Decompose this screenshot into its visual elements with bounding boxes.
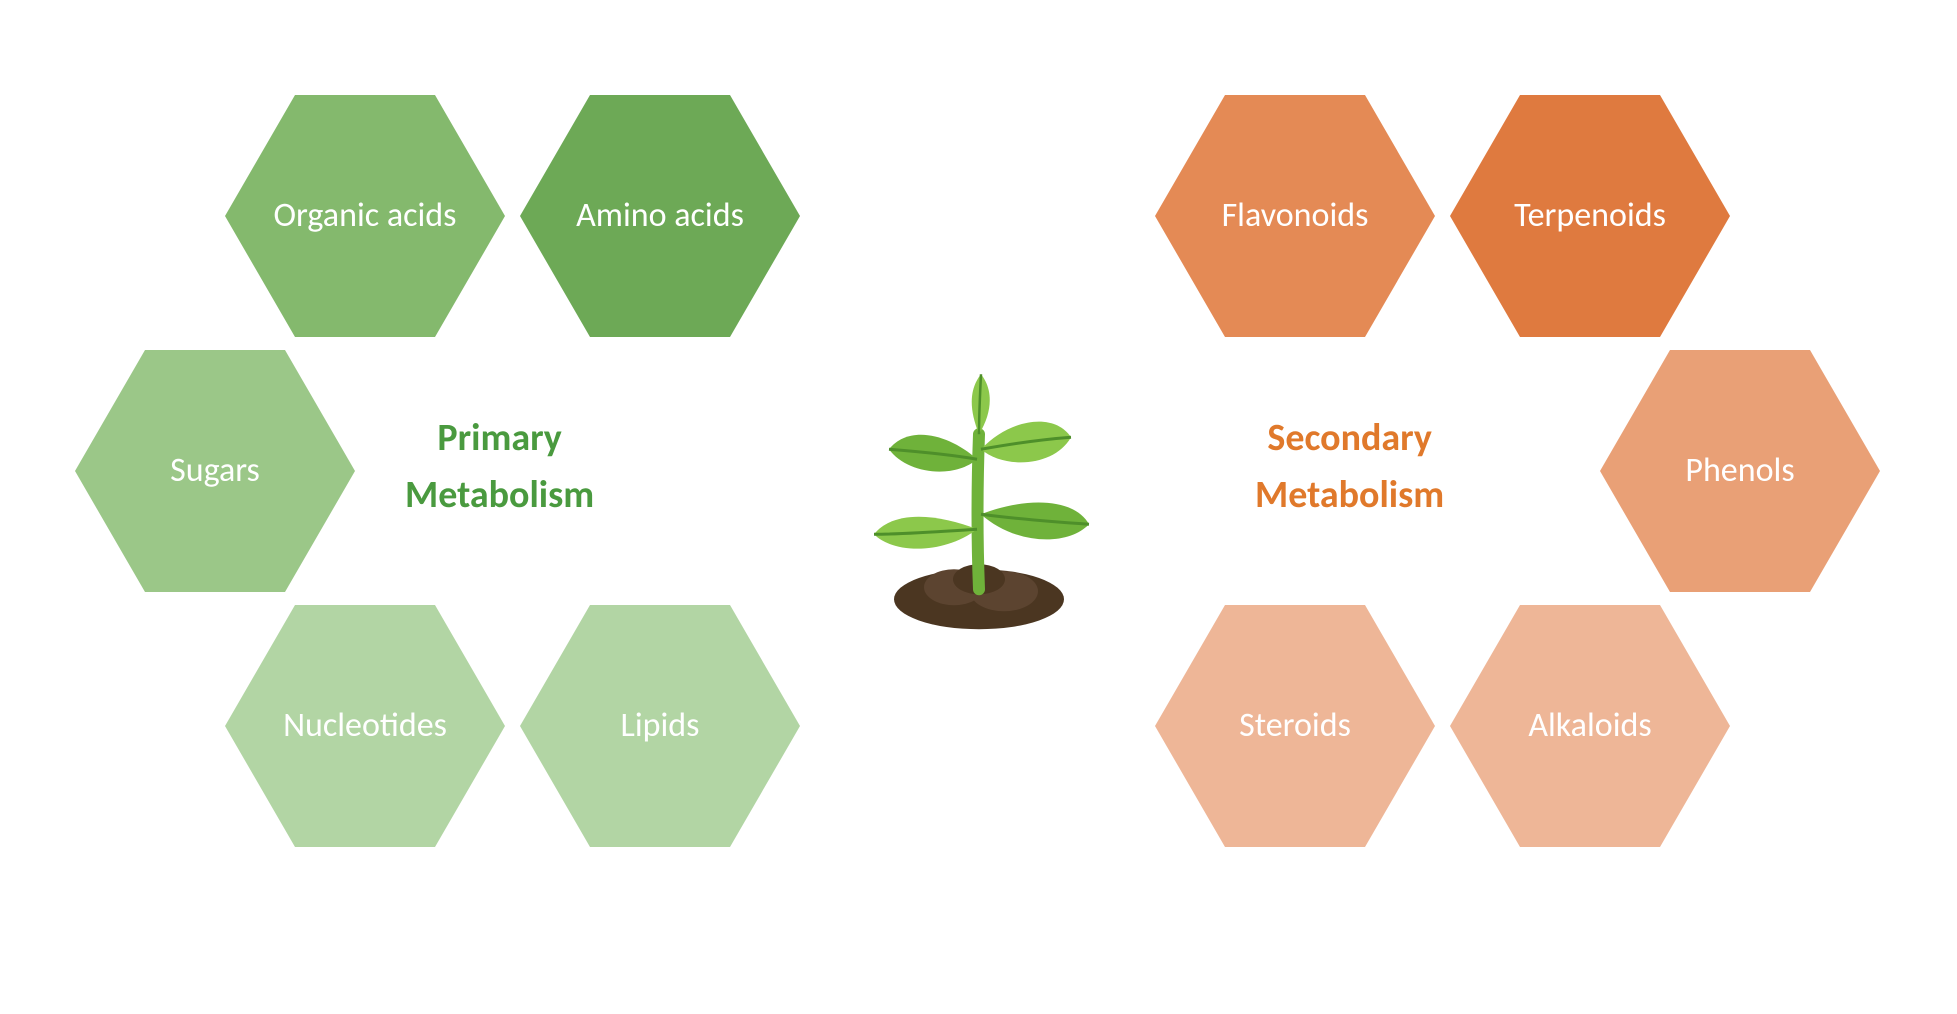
hex-label: Organic acids: [274, 195, 457, 238]
hex-label: Nucleotides: [283, 705, 447, 748]
hex-terpenoids: Terpenoids: [1450, 95, 1730, 337]
hex-label: Amino acids: [576, 195, 744, 238]
hex-label: Steroids: [1239, 705, 1351, 748]
hex-steroids: Steroids: [1155, 605, 1435, 847]
hex-label: Lipids: [621, 705, 700, 748]
hex-alkaloids: Alkaloids: [1450, 605, 1730, 847]
secondary-title: Secondary Metabolism: [1255, 410, 1444, 524]
hex-flavonoids: Flavonoids: [1155, 95, 1435, 337]
secondary-title-line1: Secondary: [1267, 415, 1431, 461]
hex-label: Sugars: [170, 450, 260, 493]
hex-nucleotides: Nucleotides: [225, 605, 505, 847]
hex-label: Alkaloids: [1528, 705, 1651, 748]
hex-sugars: Sugars: [75, 350, 355, 592]
hex-label: Phenols: [1685, 450, 1794, 493]
primary-title: Primary Metabolism: [405, 410, 594, 524]
hex-amino-acids: Amino acids: [520, 95, 800, 337]
plant-icon: [849, 339, 1109, 644]
secondary-title-line2: Metabolism: [1255, 472, 1444, 518]
hex-label: Flavonoids: [1222, 195, 1369, 238]
primary-title-line2: Metabolism: [405, 472, 594, 518]
hex-phenols: Phenols: [1600, 350, 1880, 592]
hex-label: Terpenoids: [1514, 195, 1666, 238]
hex-organic-acids: Organic acids: [225, 95, 505, 337]
primary-title-line1: Primary: [437, 415, 561, 461]
hex-lipids: Lipids: [520, 605, 800, 847]
